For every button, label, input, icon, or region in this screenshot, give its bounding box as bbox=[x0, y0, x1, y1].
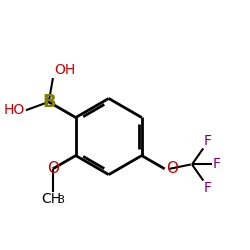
Text: CH: CH bbox=[42, 192, 62, 206]
Text: B: B bbox=[42, 93, 56, 111]
Text: F: F bbox=[204, 134, 212, 148]
Text: F: F bbox=[204, 181, 212, 195]
Text: O: O bbox=[47, 161, 59, 176]
Text: 3: 3 bbox=[57, 195, 64, 205]
Text: F: F bbox=[212, 158, 220, 172]
Text: OH: OH bbox=[54, 63, 75, 77]
Text: O: O bbox=[166, 161, 178, 176]
Text: HO: HO bbox=[4, 103, 25, 117]
